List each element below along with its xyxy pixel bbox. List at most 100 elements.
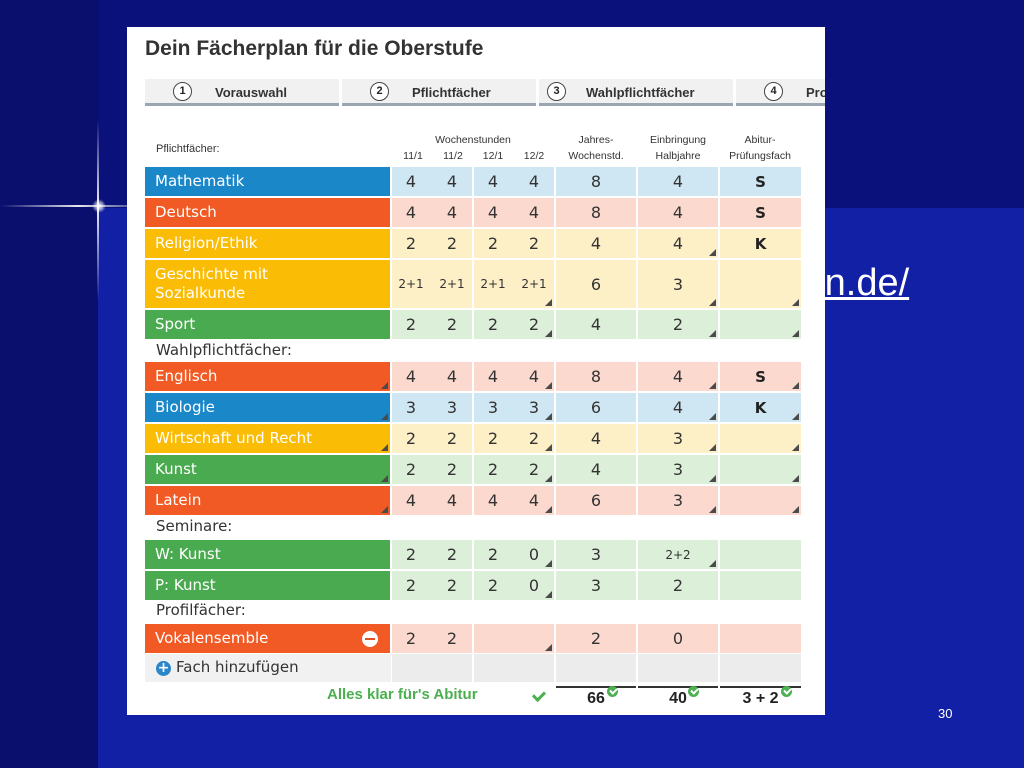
term-block[interactable] <box>474 455 554 484</box>
wochenstunden-header: Wochenstunden <box>435 134 511 146</box>
term-block[interactable] <box>392 424 472 453</box>
subject-name-line2: Sozialkunde <box>155 284 246 302</box>
subject-name: W: Kunst <box>155 545 221 563</box>
subject-cell[interactable]: Wirtschaft und Recht <box>145 424 390 453</box>
einbringung-cell[interactable]: 4 <box>638 362 718 391</box>
einbringung-cell[interactable]: 4 <box>638 229 718 258</box>
term-hours-cell: 2 <box>487 576 499 595</box>
term-hours-cell: 2 <box>446 545 458 564</box>
term-block[interactable] <box>392 310 472 339</box>
term-block[interactable] <box>474 362 554 391</box>
einbringung-header-line1: Einbringung <box>649 134 707 146</box>
term-block[interactable] <box>474 198 554 227</box>
term-block[interactable] <box>474 167 554 196</box>
term-block[interactable] <box>392 229 472 258</box>
term-block[interactable] <box>474 393 554 422</box>
profilfaecher-header: Profilfächer: <box>156 601 246 619</box>
term-block[interactable] <box>474 229 554 258</box>
einbringung-cell[interactable]: 4 <box>638 198 718 227</box>
einbringung-cell[interactable]: 2 <box>638 310 718 339</box>
term-block[interactable] <box>392 393 472 422</box>
abitur-pruefungsfach-cell[interactable] <box>720 424 801 453</box>
einbringung-cell[interactable]: 4 <box>638 393 718 422</box>
subject-cell[interactable]: Vokalensemble <box>145 624 390 653</box>
subject-cell[interactable]: W: Kunst <box>145 540 390 569</box>
pflichtfaecher-header: Pflichtfächer: <box>156 143 220 155</box>
term-block[interactable] <box>392 624 472 653</box>
tab-wahlpflichtfaecher[interactable]: 3 Wahlpflichtfächer <box>539 79 733 106</box>
term-block[interactable] <box>392 540 472 569</box>
abitur-pruefungsfach-cell[interactable]: K <box>720 229 801 258</box>
subject-cell[interactable]: Biologie <box>145 393 390 422</box>
term-hours-cell: 2 <box>405 315 417 334</box>
total-abitur: 3 + 2 <box>720 686 801 708</box>
abitur-pruefungsfach-cell[interactable] <box>720 624 801 653</box>
slide-url-link[interactable]: rn.de/ <box>812 262 910 304</box>
term-block[interactable] <box>392 198 472 227</box>
subject-cell[interactable]: Latein <box>145 486 390 515</box>
term-hours-cell: 4 <box>528 491 540 510</box>
tab-profilfaecher[interactable]: 4 Pro <box>736 79 825 106</box>
tab-vorauswahl[interactable]: 1 Vorauswahl <box>145 79 339 106</box>
subject-cell[interactable]: Englisch <box>145 362 390 391</box>
subject-name: P: Kunst <box>155 576 216 594</box>
abitur-pruefungsfach-cell[interactable]: S <box>720 198 801 227</box>
subject-cell[interactable]: Mathematik <box>145 167 390 196</box>
jahres-wochenstunden-cell: 6 <box>556 393 636 422</box>
abitur-pruefungsfach-cell[interactable] <box>720 310 801 339</box>
einbringung-cell[interactable]: 3 <box>638 424 718 453</box>
einbringung-cell[interactable]: 0 <box>638 624 718 653</box>
einbringung-cell[interactable]: 3 <box>638 260 718 308</box>
term-block[interactable] <box>474 624 554 653</box>
abitur-pruefungsfach-cell[interactable] <box>720 486 801 515</box>
jahres-wochenstunden-cell: 2 <box>556 624 636 653</box>
term-block[interactable] <box>392 362 472 391</box>
term-header: 11/2 <box>443 150 463 162</box>
abitur-pruefungsfach-cell[interactable]: K <box>720 393 801 422</box>
abitur-pruefungsfach-cell[interactable] <box>720 540 801 569</box>
add-subject-button[interactable]: + Fach hinzufügen <box>145 654 391 682</box>
term-block[interactable] <box>392 260 472 308</box>
term-block[interactable] <box>474 260 554 308</box>
subject-cell[interactable]: Deutsch <box>145 198 390 227</box>
einbringung-cell[interactable]: 3 <box>638 455 718 484</box>
term-block[interactable] <box>474 424 554 453</box>
term-block[interactable] <box>392 571 472 600</box>
einbringung-cell[interactable]: 4 <box>638 167 718 196</box>
term-hours-cell: 2 <box>528 234 540 253</box>
abitur-pruefungsfach-cell[interactable] <box>720 455 801 484</box>
term-hours-cell <box>474 624 512 653</box>
tab-label: Wahlpflichtfächer <box>586 85 695 100</box>
subject-cell[interactable]: Sport <box>145 310 390 339</box>
add-row-empty-cell <box>720 654 801 682</box>
term-block[interactable] <box>392 167 472 196</box>
remove-subject-icon[interactable] <box>362 631 378 647</box>
einbringung-cell[interactable]: 2+2 <box>638 540 718 569</box>
subject-name: Kunst <box>155 460 197 478</box>
term-hours-cell: 2+1 <box>398 277 424 291</box>
term-block[interactable] <box>474 571 554 600</box>
einbringung-cell[interactable]: 2 <box>638 571 718 600</box>
abitur-header-line2: Prüfungsfach <box>729 150 791 162</box>
abitur-pruefungsfach-cell[interactable] <box>720 260 801 308</box>
term-hours-cell: 4 <box>446 172 458 191</box>
jahres-wochenstunden-cell: 3 <box>556 540 636 569</box>
einbringung-cell[interactable]: 3 <box>638 486 718 515</box>
tab-pflichtfaecher[interactable]: 2 Pflichtfächer <box>342 79 536 106</box>
term-block[interactable] <box>474 310 554 339</box>
subject-cell[interactable]: Kunst <box>145 455 390 484</box>
abitur-pruefungsfach-cell[interactable] <box>720 571 801 600</box>
term-hours-cell: 0 <box>528 576 540 595</box>
subject-cell[interactable]: Religion/Ethik <box>145 229 390 258</box>
term-block[interactable] <box>392 455 472 484</box>
subject-cell[interactable]: Geschichte mit Sozialkunde <box>145 260 390 308</box>
abitur-pruefungsfach-cell[interactable]: S <box>720 362 801 391</box>
term-block[interactable] <box>392 486 472 515</box>
abitur-pruefungsfach-cell[interactable]: S <box>720 167 801 196</box>
term-hours-cell: 2 <box>487 545 499 564</box>
term-hours-cell: 4 <box>446 367 458 386</box>
subject-cell[interactable]: P: Kunst <box>145 571 390 600</box>
term-block[interactable] <box>474 486 554 515</box>
subject-name: Englisch <box>155 367 218 385</box>
term-block[interactable] <box>474 540 554 569</box>
